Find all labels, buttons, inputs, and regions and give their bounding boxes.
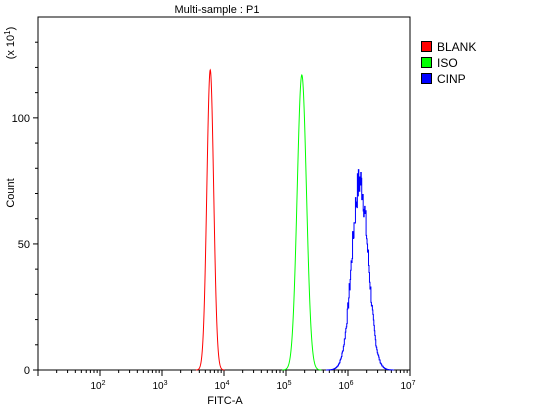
y-axis-ticks: 0 50 100 [12, 41, 38, 377]
legend-item-iso: ISO [421, 55, 476, 70]
x-tick-label: 107 [400, 380, 415, 392]
y-scale-note: (x 101) [3, 27, 17, 60]
y-tick-label: 50 [18, 239, 30, 251]
x-tick-label: 104 [214, 380, 229, 392]
x-axis-ticks: 102 103 104 105 106 107 [37, 370, 416, 392]
legend-swatch-blank [421, 41, 432, 52]
y-scale-close: ) [5, 27, 17, 31]
legend: BLANK ISO CINP [421, 39, 476, 87]
x-tick-label: 106 [338, 380, 353, 392]
legend-item-cinp: CINP [421, 71, 476, 86]
x-tick-label: 103 [152, 380, 167, 392]
x-tick-label: 105 [276, 380, 291, 392]
legend-label-iso: ISO [437, 55, 458, 70]
series-line-cinp [325, 169, 395, 371]
x-tick-label: 102 [90, 380, 105, 392]
y-scale-note-text: (x 10 [5, 35, 17, 59]
chart-title: Multi-sample : P1 [175, 4, 260, 16]
y-tick-label: 100 [12, 113, 30, 125]
x-axis-label: FITC-A [207, 395, 243, 407]
series-line-blank [195, 68, 225, 371]
series-layer [195, 68, 395, 371]
plot-frame [37, 16, 411, 371]
legend-swatch-iso [421, 57, 432, 68]
y-scale-exponent: 1 [3, 30, 12, 35]
legend-swatch-cinp [421, 73, 432, 84]
y-axis-label: Count [5, 178, 17, 207]
legend-label-blank: BLANK [437, 39, 477, 54]
legend-item-blank: BLANK [421, 39, 476, 54]
series-line-iso [282, 73, 322, 371]
legend-label-cinp: CINP [437, 71, 466, 86]
y-tick-label: 0 [24, 365, 30, 377]
